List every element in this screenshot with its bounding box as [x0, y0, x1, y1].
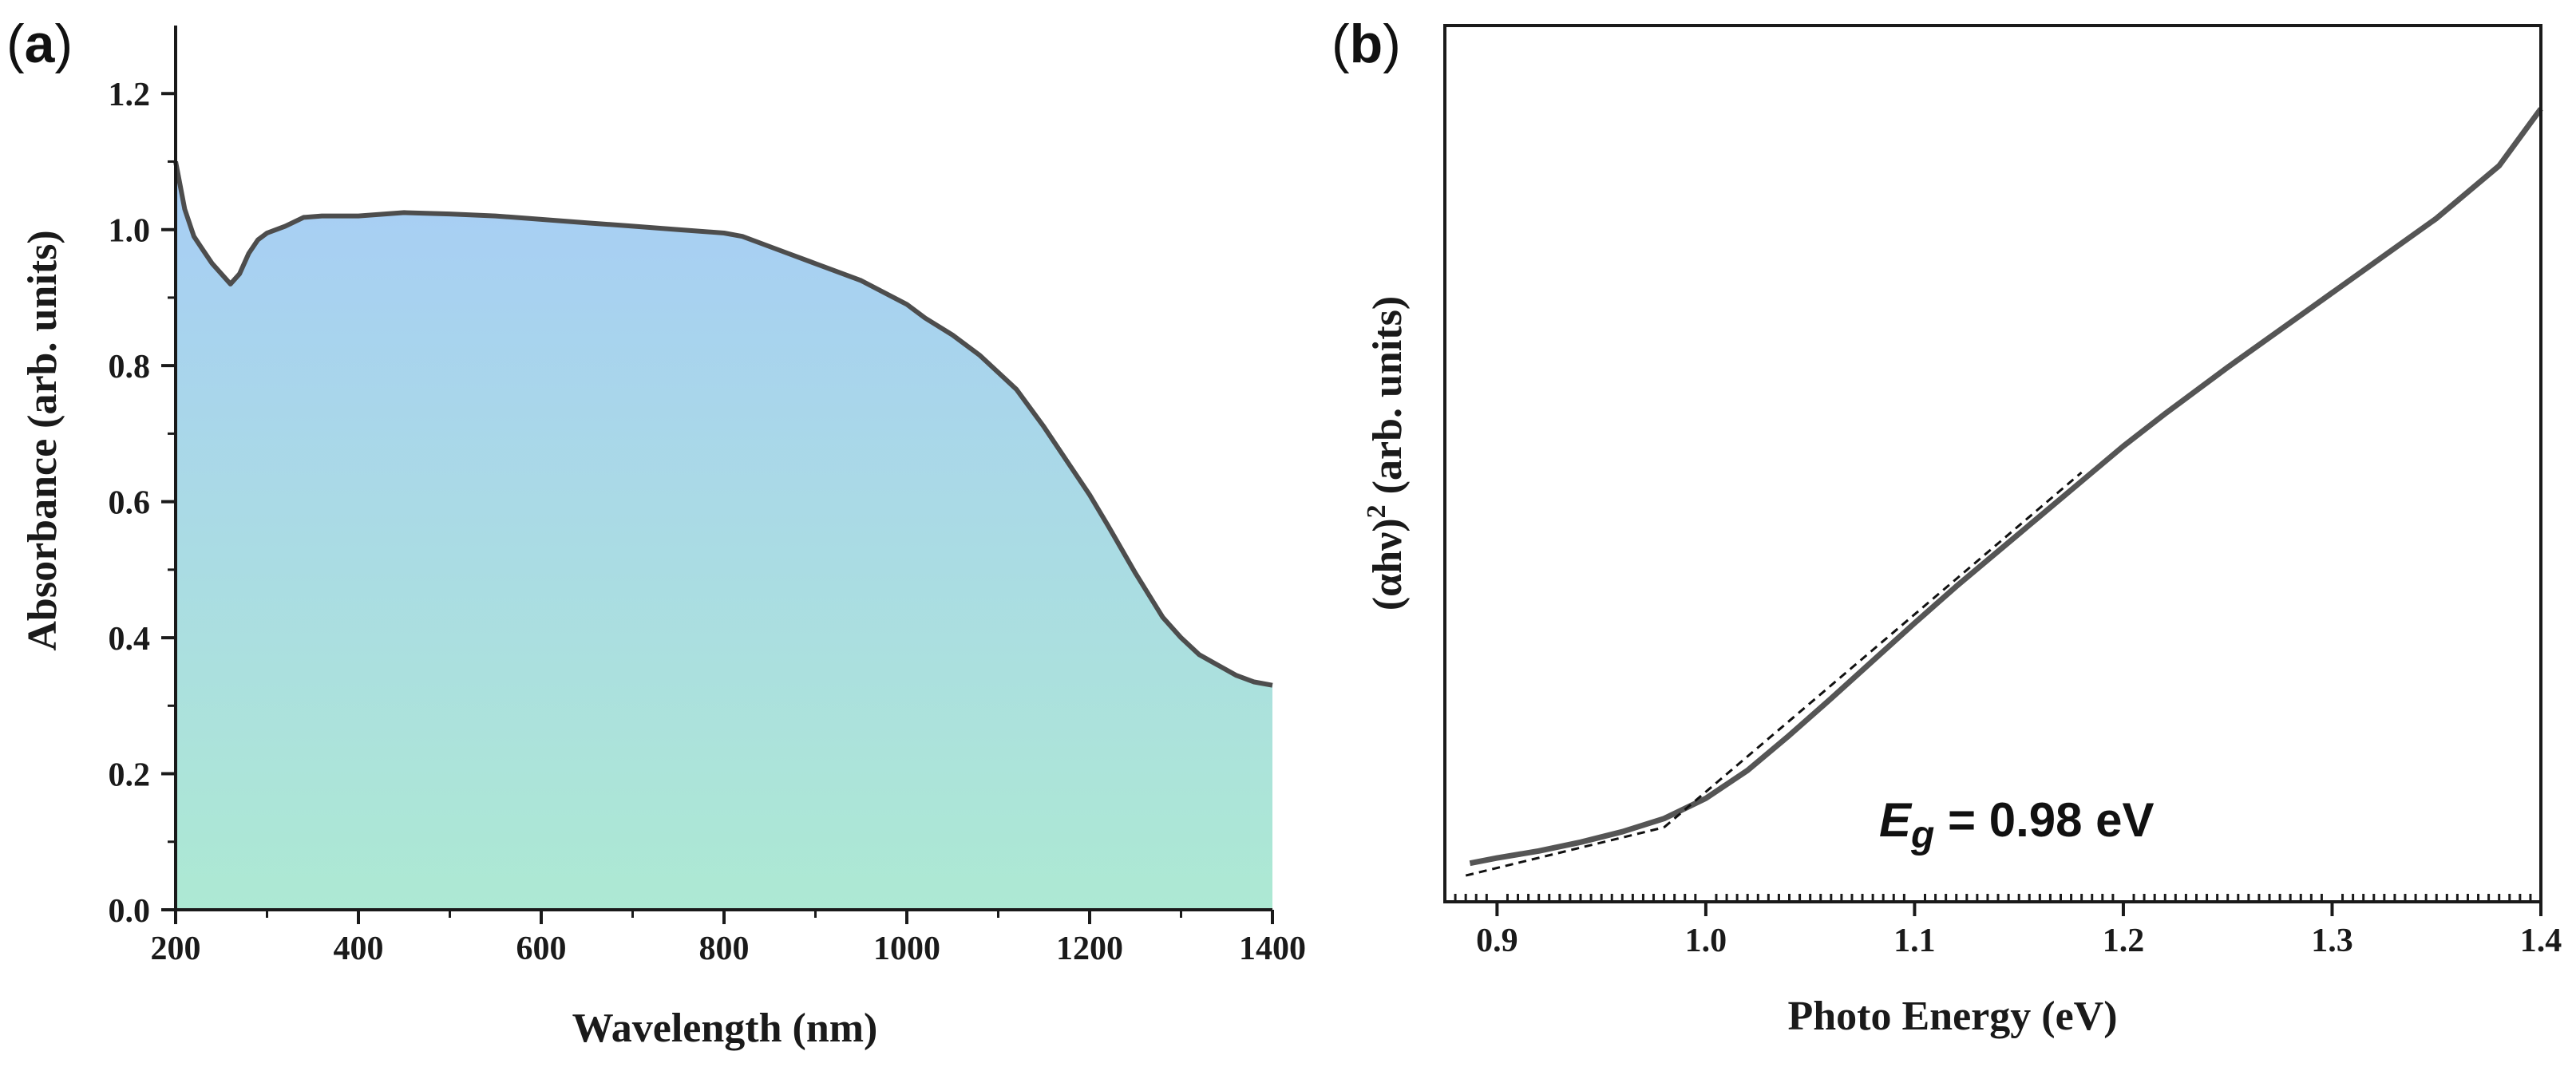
panel-b-plot-border: [1443, 24, 2542, 903]
eg-subscript: g: [1910, 814, 1934, 856]
panel-b-x-tick-label: 1.1: [1893, 923, 1936, 959]
eg-annotation: Eg = 0.98 eV: [1879, 793, 2155, 856]
panel-b-letter: b: [1350, 14, 1383, 74]
panel-a-y-tick-label: 0.8: [109, 349, 151, 385]
panel-a-area-fill: [176, 161, 1272, 910]
panel-b-label: (b): [1332, 14, 1401, 74]
panel-a-x-axis-title: Wavelength (nm): [572, 1006, 878, 1051]
panel-b-x-tick-label: 1.3: [2311, 923, 2353, 959]
panel-a-x-tick-label: 1400: [1239, 931, 1306, 967]
panel-a-close-paren: ): [54, 14, 73, 74]
eg-symbol: E: [1879, 793, 1913, 847]
panel-a-label: (a): [6, 14, 73, 74]
eg-value: = 0.98 eV: [1934, 793, 2154, 847]
panel-a-x-tick-label: 400: [334, 931, 384, 967]
panel-b-x-tick-label: 1.2: [2103, 923, 2145, 959]
panel-a-x-tick-label: 600: [516, 931, 567, 967]
panel-b-x-tick-labels: 0.9 1.0 1.1 1.2 1.3 1.4: [1476, 923, 2562, 959]
panel-b-open-paren: (: [1332, 14, 1350, 74]
panel-a-x-tick-label: 1200: [1056, 931, 1123, 967]
panel-b-close-paren: ): [1383, 14, 1401, 74]
panel-a-y-tick-label: 0.6: [109, 485, 151, 522]
panel-b-x-tick-label: 0.9: [1476, 923, 1518, 959]
panel-b-dashed-fit-line-1: [1465, 826, 1664, 877]
panel-a-x-tick-label: 200: [151, 931, 201, 967]
panel-a-y-tick-label: 1.2: [109, 77, 151, 113]
panel-a-y-tick-label: 1.0: [109, 213, 151, 250]
panel-a-absorbance-line: [173, 160, 1273, 688]
panel-b-frame: [1443, 24, 2542, 903]
panel-b-ticks: [1443, 894, 2542, 916]
panel-b-y-axis-title: (αhν)2 (arb. units): [1362, 296, 1411, 611]
panel-a-y-tick-label: 0.0: [109, 893, 151, 930]
panel-b-x-tick-label: 1.4: [2520, 923, 2562, 959]
panel-a-y-tick-label: 0.4: [109, 621, 151, 658]
panel-a-letter: a: [25, 14, 56, 74]
panel-b-x-axis-title: Photo Energy (eV): [1787, 994, 2117, 1039]
panel-a-y-tick-labels: 0.0 0.2 0.4 0.6 0.8 1.0 1.2: [109, 77, 151, 930]
panel-b-x-tick-label: 1.0: [1685, 923, 1727, 959]
panel-a-y-axis-title: Absorbance (arb. units): [20, 230, 65, 650]
panel-b-series: [1465, 107, 2543, 877]
panel-a: (a) 200 400 600 800 1000 1200 1400 0.00.20.40.…: [6, 14, 1306, 1051]
panel-a-y-tick-label: 0.2: [109, 757, 151, 794]
panel-b-dashed-fit-line-2: [1663, 471, 2083, 828]
panel-a-x-tick-label: 800: [699, 931, 750, 967]
panel-b-data-line: [1469, 107, 2543, 867]
panel-a-x-tick-labels: 200 400 600 800 1000 1200 1400: [151, 931, 1307, 967]
panel-a-open-paren: (: [6, 14, 25, 74]
panel-a-x-tick-label: 1000: [873, 931, 940, 967]
panel-a-ticks: [161, 92, 1274, 924]
panel-b: (b) 0.9 1.0 1.1 1.2 1.3 1.4 Photo Energy (eV)…: [1332, 14, 2562, 1039]
panel-b-y-axis-title-sup: 2: [1362, 504, 1391, 518]
panel-b-y-axis-title-base: (αhν): [1365, 518, 1411, 611]
panel-b-y-axis-title-rest: (arb. units): [1365, 296, 1411, 504]
